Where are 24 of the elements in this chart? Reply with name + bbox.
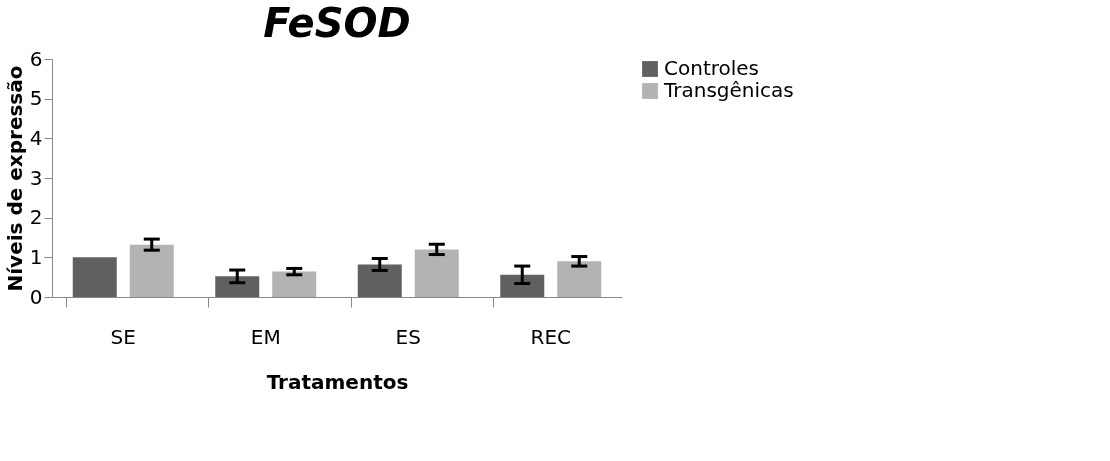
y-tick-label: 6 (29, 46, 43, 71)
bar (272, 271, 317, 297)
x-tick-label: REC (530, 324, 571, 349)
x-tick-label: EM (250, 324, 281, 349)
chart-title: FeSOD (263, 0, 411, 46)
bar (215, 276, 260, 297)
bar (357, 264, 402, 297)
legend-label: Transgênicas (663, 78, 794, 102)
bar (500, 274, 545, 297)
y-tick-label: 4 (29, 125, 43, 150)
x-axis-title: Tratamentos (266, 369, 409, 394)
y-tick-label: 5 (29, 86, 43, 111)
y-tick-label: 1 (29, 244, 43, 269)
bar (129, 244, 174, 297)
y-tick-label: 3 (29, 165, 43, 190)
bar (557, 261, 602, 297)
y-axis-title: Níveis de expressão (2, 65, 27, 292)
y-tick-label: 0 (29, 284, 43, 309)
x-tick-label: ES (395, 324, 421, 349)
x-tick-label: SE (110, 324, 136, 349)
legend-label: Controles (664, 56, 760, 80)
y-tick-label: 2 (29, 205, 43, 230)
bar (72, 257, 117, 297)
bar (414, 249, 459, 297)
